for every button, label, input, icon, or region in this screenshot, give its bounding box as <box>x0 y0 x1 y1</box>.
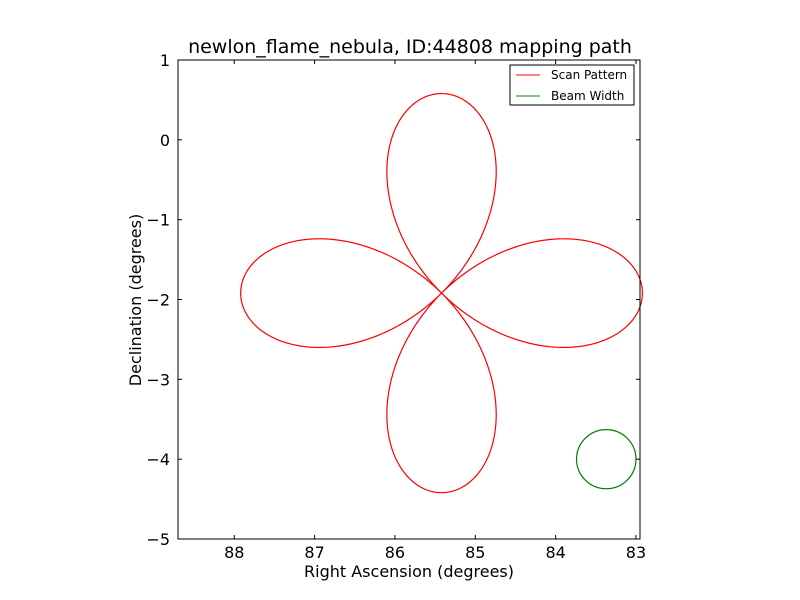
x-tick-label: 86 <box>385 543 405 562</box>
plot-frame <box>177 59 641 540</box>
y-tick-label: −2 <box>146 291 170 310</box>
scan-pattern-line <box>240 92 644 494</box>
y-tick-label: −3 <box>146 370 170 389</box>
x-tick-label: 83 <box>626 543 646 562</box>
y-tick-label: 0 <box>160 131 170 150</box>
x-tick-label: 88 <box>224 543 244 562</box>
axis-ticks: 88 87 86 85 84 83 1 0 −1 −2 −3 −4 −5 <box>146 51 646 562</box>
x-tick-label: 84 <box>545 543 565 562</box>
beam-width-circle <box>575 429 637 490</box>
y-axis-label: Declination (degrees) <box>126 214 145 386</box>
x-tick-label: 85 <box>465 543 485 562</box>
y-tick-label: −5 <box>146 530 170 549</box>
legend-label-scan-pattern: Scan Pattern <box>551 68 627 82</box>
legend: Scan Pattern Beam Width <box>509 64 635 106</box>
legend-box <box>509 64 635 106</box>
x-tick-label: 87 <box>304 543 324 562</box>
chart-title: newlon_flame_nebula, ID:44808 mapping pa… <box>188 36 632 58</box>
y-tick-label: −1 <box>146 211 170 230</box>
plot-area <box>240 92 644 494</box>
y-tick-label: 1 <box>160 51 170 70</box>
y-tick-label: −4 <box>146 450 170 469</box>
x-axis-label: Right Ascension (degrees) <box>304 562 514 581</box>
legend-label-beam-width: Beam Width <box>551 89 624 103</box>
